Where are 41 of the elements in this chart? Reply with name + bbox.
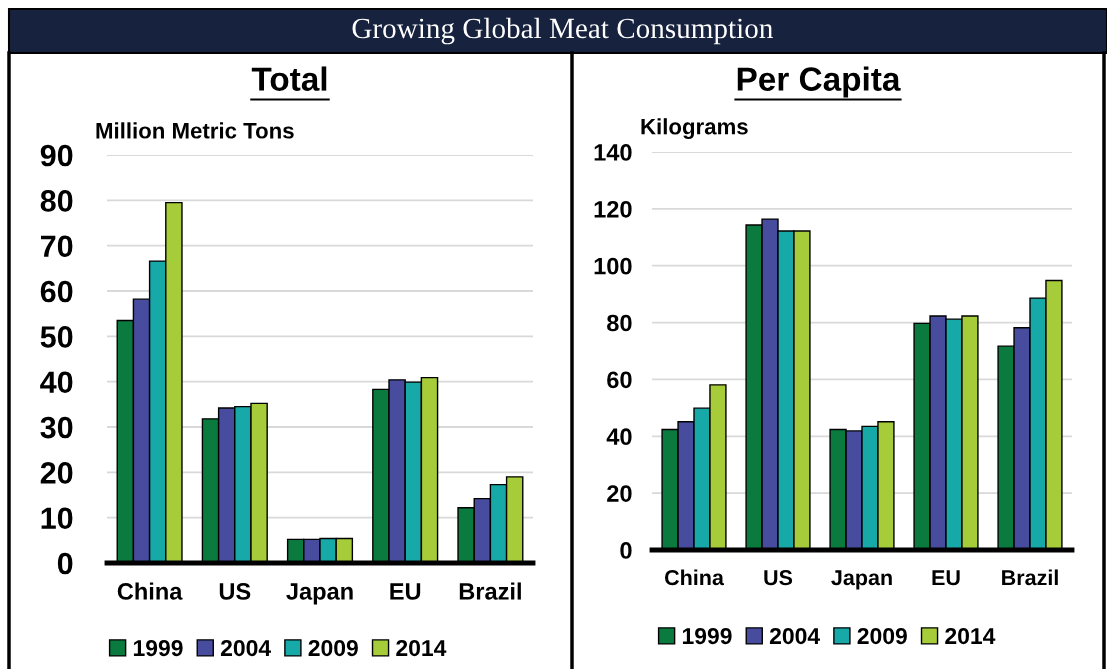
x-tick-label: Brazil [459,582,521,600]
y-tick-label: 0 [620,542,632,559]
y-tick-label: 30 [40,416,73,439]
y-tick-label: 100 [594,257,632,275]
legend-label: 1999 [682,627,732,645]
y-tick-label: 70 [41,235,73,258]
x-tick-label: China [664,569,725,586]
x-tick-label: EU [932,570,960,586]
chart-subtitle: Total [251,66,327,91]
y-tick-label: 50 [40,326,73,348]
legend-label: 2009 [857,627,907,645]
x-tick-label: US [219,583,251,600]
y-tick-label: 90 [40,144,73,167]
y-axis-title: Kilograms [641,118,748,139]
legend-label: 2014 [945,627,996,645]
x-tick-label: Japan [831,570,892,590]
y-tick-label: 60 [40,280,73,303]
y-tick-label: 10 [41,507,73,530]
x-tick-label: US [764,570,793,586]
y-tick-label: 0 [57,552,73,575]
y-tick-label: 20 [607,485,632,502]
y-tick-label: 60 [607,371,632,389]
y-tick-label: 20 [40,462,73,484]
legend-label: 2009 [308,639,358,657]
legend-label: 2004 [220,639,272,657]
legend-label: 2014 [396,639,447,657]
chart-title: Per Capita [737,66,901,98]
y-tick-label: 120 [594,200,632,218]
x-tick-label: China [117,582,183,600]
x-tick-label: Japan [286,583,353,605]
y-tick-label: 80 [607,314,632,332]
legend-label: 1999 [133,639,183,657]
x-tick-label: Brazil [1002,569,1058,586]
legend-label: 2004 [769,627,821,645]
x-tick-label: EU [390,583,421,600]
y-tick-label: 140 [594,144,632,161]
y-tick-label: 80 [40,190,73,212]
y-tick-label: 40 [40,371,73,394]
chart-title: Growing Global Meat Consumption [352,17,773,45]
y-axis-title: Million Metric Tons [96,122,294,139]
y-tick-label: 40 [606,428,632,446]
